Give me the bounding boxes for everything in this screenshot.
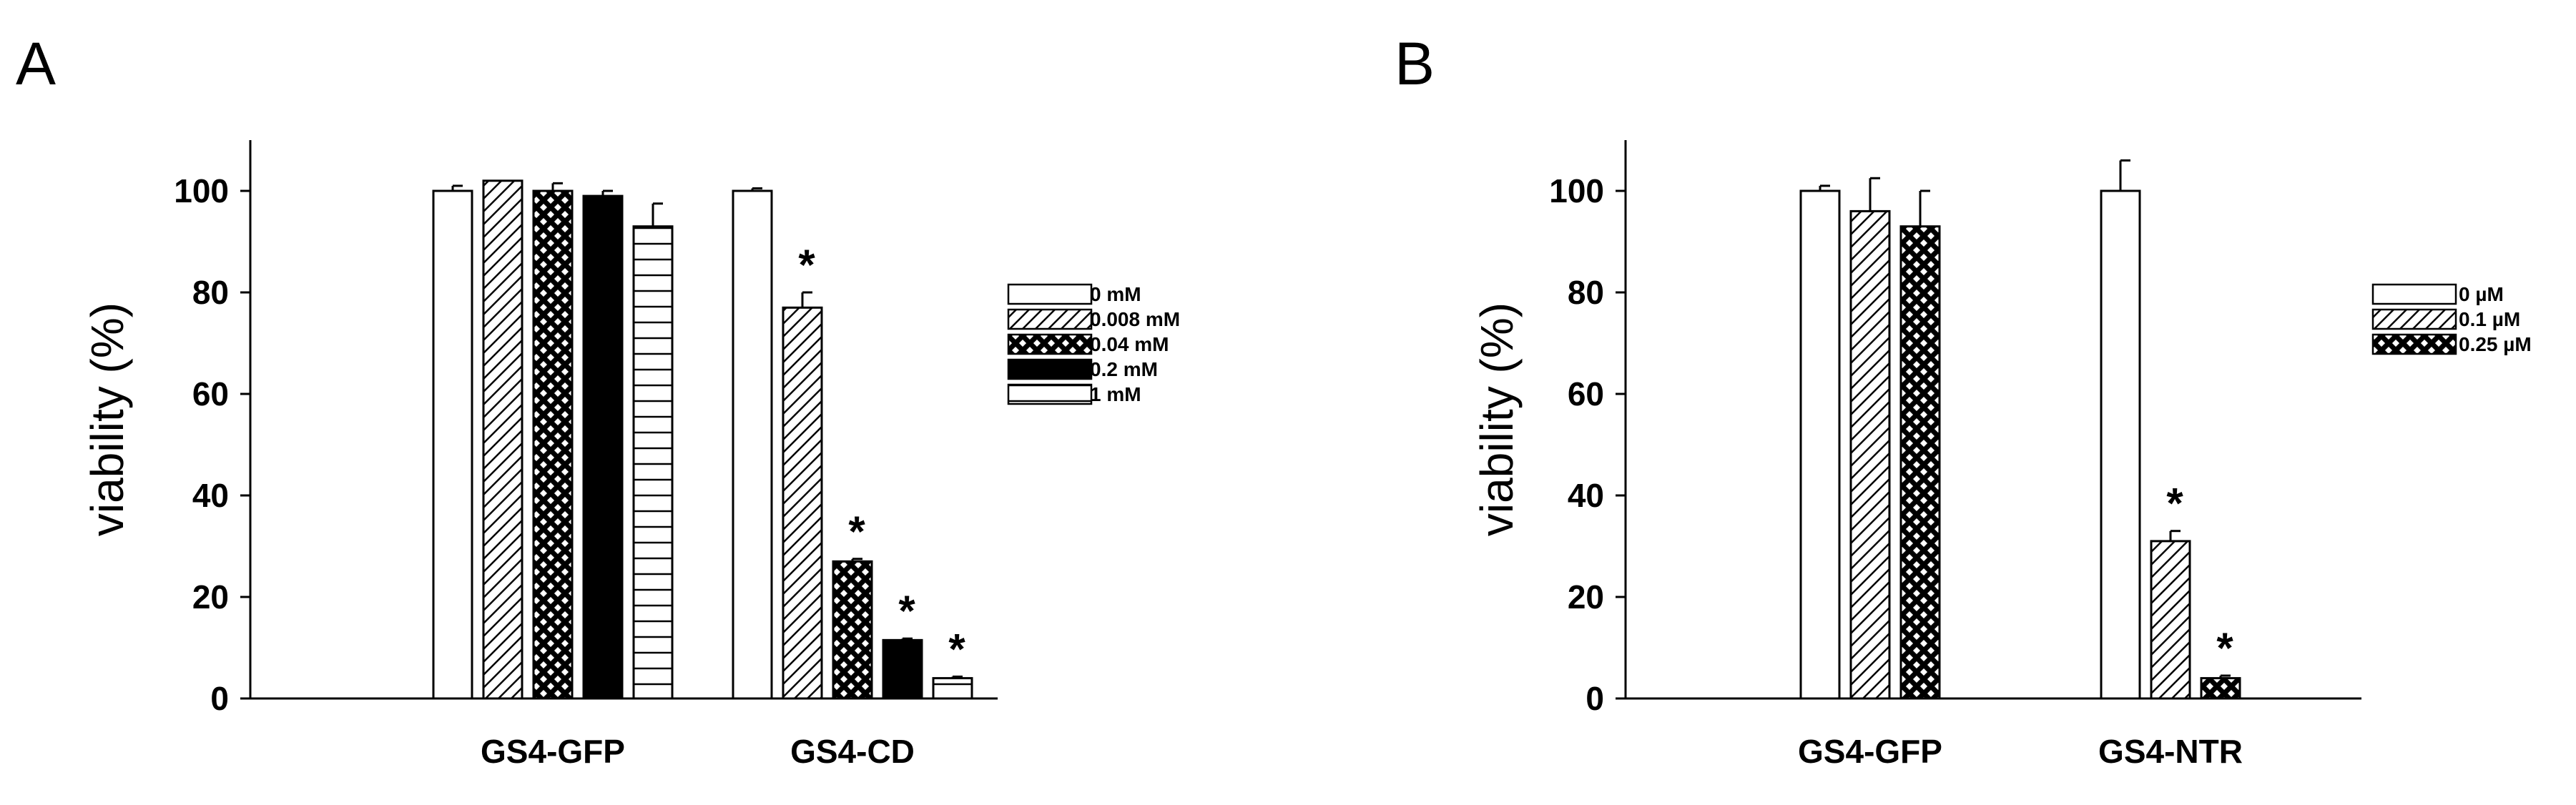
category-label: GS4-NTR xyxy=(2098,733,2243,770)
significance-star: * xyxy=(798,241,815,289)
legend-label: 0.25 µM xyxy=(2459,333,2532,355)
y-axis-label: viability (%) xyxy=(1471,302,1523,536)
bar xyxy=(1899,225,1941,700)
legend-label: 0.04 mM xyxy=(1090,333,1169,355)
legend-swatch xyxy=(1007,383,1093,405)
category-label: GS4-CD xyxy=(790,733,915,770)
bar xyxy=(532,189,574,700)
legend-label: 0.008 mM xyxy=(1090,308,1180,330)
legend-label: 0.2 mM xyxy=(1090,358,1158,380)
bar xyxy=(582,194,624,700)
legend-swatch xyxy=(1007,358,1093,380)
legend-label: 0 µM xyxy=(2459,283,2504,305)
bar xyxy=(782,306,823,700)
y-tick-label: 80 xyxy=(1568,274,1604,311)
bar xyxy=(482,179,523,700)
y-tick-label: 20 xyxy=(1568,578,1604,616)
category-label: GS4-GFP xyxy=(1798,733,1942,770)
bar xyxy=(1849,209,1891,700)
bar xyxy=(432,189,473,700)
bar xyxy=(882,638,923,700)
legend-swatch xyxy=(2371,283,2457,305)
panel-letter: B xyxy=(1395,30,1435,97)
legend-swatch xyxy=(1007,333,1093,355)
significance-star: * xyxy=(848,508,865,555)
bar xyxy=(632,225,674,700)
category-label: GS4-GFP xyxy=(481,733,625,770)
y-tick-label: 80 xyxy=(192,274,229,311)
legend-swatch xyxy=(1007,308,1093,330)
significance-star: * xyxy=(2216,624,2233,672)
legend-swatch xyxy=(1007,283,1093,305)
legend-label: 0 mM xyxy=(1090,283,1141,305)
bar xyxy=(1799,189,1841,700)
significance-star: * xyxy=(948,625,965,673)
significance-star: * xyxy=(2166,480,2183,528)
bar xyxy=(732,189,773,700)
y-tick-label: 0 xyxy=(210,680,229,717)
y-tick-label: 100 xyxy=(174,172,229,209)
legend-swatch xyxy=(2371,333,2457,355)
legend-swatch xyxy=(2371,308,2457,330)
bar xyxy=(832,560,873,700)
y-tick-label: 40 xyxy=(1568,477,1604,514)
y-tick-label: 100 xyxy=(1549,172,1604,209)
panel-letter: A xyxy=(16,30,56,97)
y-axis-label: viability (%) xyxy=(82,302,133,536)
y-tick-label: 60 xyxy=(192,375,229,413)
bar xyxy=(2200,677,2241,700)
legend-label: 0.1 µM xyxy=(2459,308,2520,330)
y-tick-label: 20 xyxy=(192,578,229,616)
bar xyxy=(2100,189,2141,700)
bar xyxy=(932,677,973,700)
y-tick-label: 40 xyxy=(192,477,229,514)
y-tick-label: 0 xyxy=(1586,680,1604,717)
significance-star: * xyxy=(898,587,915,635)
legend-label: 1 mM xyxy=(1090,383,1141,405)
bar xyxy=(2150,540,2191,700)
y-tick-label: 60 xyxy=(1568,375,1604,413)
